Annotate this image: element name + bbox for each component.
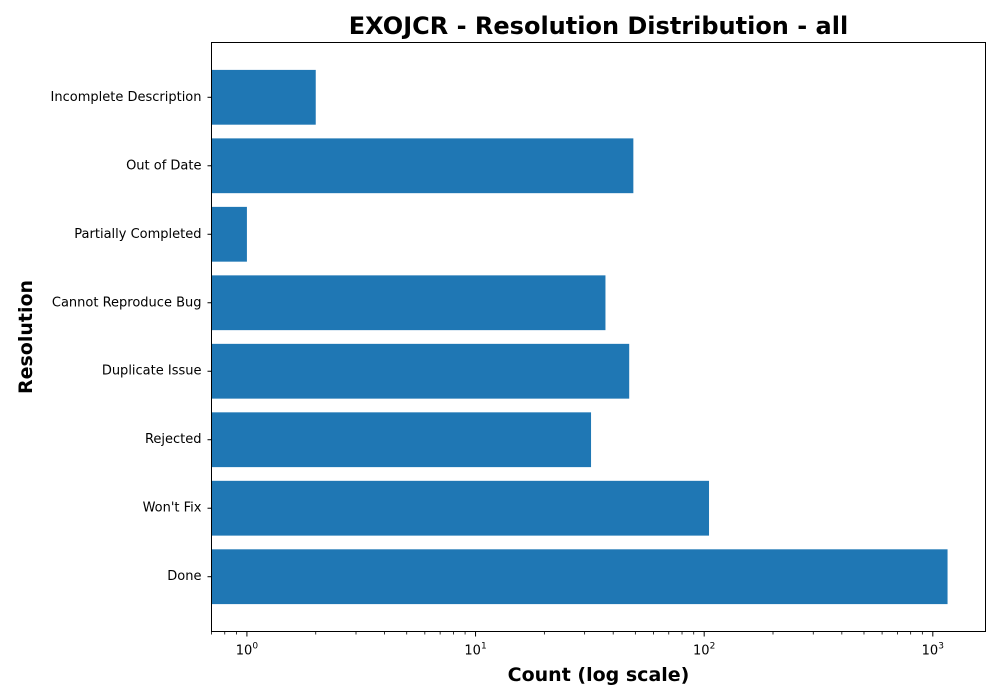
y-tick-label: Out of Date: [126, 158, 201, 173]
x-tick-label-base: 10: [922, 644, 939, 659]
x-tick-label: 101: [464, 642, 486, 659]
x-tick-label-exponent: 0: [252, 642, 258, 652]
x-axis-label: Count (log scale): [508, 664, 690, 686]
x-tick-label-base: 10: [464, 644, 481, 659]
plot-frame: [211, 42, 986, 632]
y-tick-label: Rejected: [145, 432, 202, 447]
chart-title: EXOJCR - Resolution Distribution - all: [349, 12, 848, 40]
bar-cannot-reproduce-bug: [211, 275, 606, 331]
x-axis-ticks: 100 101 102 103: [211, 631, 944, 659]
bar-rejected: [211, 412, 592, 468]
y-axis-ticks: Done Won't Fix Rejected Duplicate Issue Cann…: [51, 90, 212, 584]
bar-partially-completed: [211, 206, 247, 262]
x-tick-label: 103: [922, 642, 944, 659]
bar-incomplete-description: [211, 69, 316, 125]
y-axis-label: Resolution: [15, 280, 37, 394]
x-tick-label-base: 10: [236, 644, 253, 659]
y-tick-label: Won't Fix: [143, 501, 202, 516]
bar-won-t-fix: [211, 480, 710, 536]
bar-duplicate-issue: [211, 343, 630, 399]
x-tick-label-exponent: 2: [710, 642, 716, 652]
y-tick-label: Partially Completed: [74, 227, 201, 242]
y-tick-label: Cannot Reproduce Bug: [52, 295, 202, 310]
y-tick-label: Incomplete Description: [51, 90, 202, 105]
y-tick-label: Duplicate Issue: [102, 364, 202, 379]
bar-out-of-date: [211, 138, 634, 194]
x-tick-label: 100: [236, 642, 259, 659]
x-tick-label-exponent: 3: [938, 642, 944, 652]
x-tick-label: 102: [693, 642, 715, 659]
y-tick-label: Done: [167, 569, 201, 584]
x-tick-label-exponent: 1: [481, 642, 487, 652]
bars-group: [211, 69, 948, 605]
x-tick-label-base: 10: [693, 644, 710, 659]
bar-done: [211, 549, 948, 605]
